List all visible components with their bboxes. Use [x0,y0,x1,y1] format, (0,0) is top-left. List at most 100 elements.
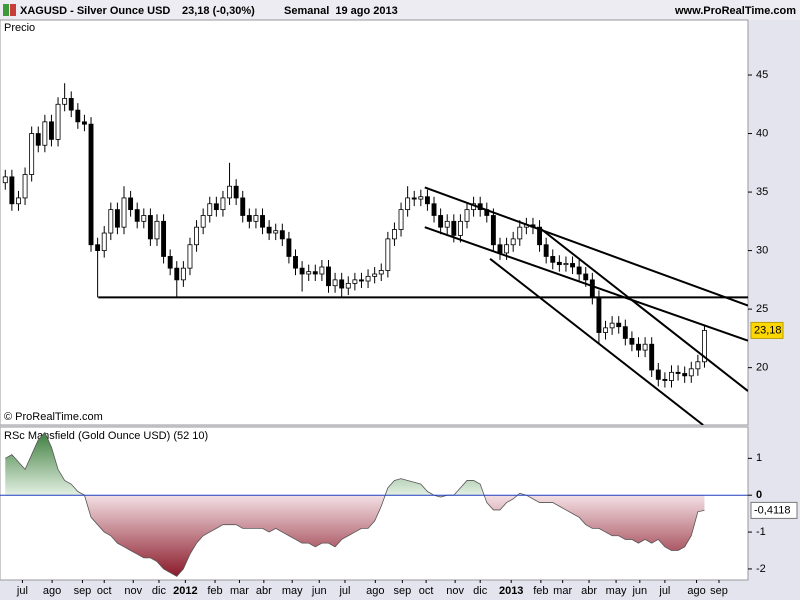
x-tick-label: nov [124,585,142,597]
candle-body [16,197,21,205]
x-tick-label: feb [533,585,548,597]
y-tick-label: 45 [756,69,768,81]
last-price: 23,18 [754,324,782,336]
candle-body [49,121,54,140]
candle-body [233,185,239,199]
candle-body [636,343,641,351]
candle-body [161,220,167,257]
trend-line [489,257,704,425]
candle-body [121,197,127,228]
candle-body [29,133,35,175]
candle-body [194,226,200,246]
copyright: © ProRealTime.com [4,411,103,423]
x-tick-label: may [282,585,303,597]
candle-body [345,282,351,289]
x-tick-label: abr [256,585,272,597]
candle-body [55,103,61,140]
x-tick-label: jul [338,585,350,597]
candle-body [326,266,331,287]
candle-body [583,273,589,281]
candle-body [438,215,444,228]
last-value: -0,4118 [754,504,791,516]
panel-title: RSc Mansfield (Gold Ounce USD) (52 10) [4,430,208,442]
candle-body [392,229,397,240]
candle-body [431,203,437,216]
candle-body [596,297,602,333]
candle-body [128,197,134,211]
candle-body [75,109,81,123]
candle-body [220,197,226,211]
area-negative [5,495,705,577]
candle-body [319,266,325,275]
candle-body [622,326,628,339]
candle-body [2,176,8,184]
quote: 23,18 (-0,30%) [182,5,255,17]
x-tick-label: sep [393,585,411,597]
candle-body [147,215,153,240]
y-tick-label: 25 [756,303,768,315]
candle-body [372,273,378,277]
candle-body [642,343,648,351]
candle-body [497,244,503,254]
x-tick-label: may [606,585,627,597]
candle-body [702,330,707,363]
candle-body [504,244,510,254]
candle-body [616,322,622,328]
candle-body [570,263,575,268]
candle-body [359,279,364,282]
x-tick-label: 2012 [173,585,197,597]
candle-body [227,185,232,199]
candle-body [180,267,186,281]
icon [10,4,16,16]
candle-body [213,203,219,211]
candle-body [108,209,114,234]
candle-body [286,238,292,257]
header-bar [0,0,800,20]
candle-body [411,197,417,200]
candle-body [81,121,87,125]
candle-body [101,232,107,251]
x-tick-label: jun [311,585,327,597]
candle-body [200,215,206,228]
y-tick-label: 30 [756,244,768,256]
candle-body [141,215,147,222]
candle-body [35,133,41,146]
candle-body [339,279,345,289]
trend-line [424,186,748,307]
y-tick-label: 35 [756,186,768,198]
indicator-line [5,431,705,577]
icon [3,4,9,16]
x-tick-label: oct [419,585,434,597]
last-value-box [750,501,798,519]
x-tick-label: abr [581,585,597,597]
x-tick-label: feb [207,585,222,597]
candle-body [352,279,358,284]
x-tick-label: jul [16,585,28,597]
x-tick-label: ago [366,585,384,597]
x-tick-label: sep [74,585,92,597]
trend-line [424,226,748,342]
candle-body [457,220,463,236]
candle-body [556,261,562,266]
candle-body [88,123,94,246]
candle-body [174,267,180,281]
candle-body [293,256,298,269]
candle-body [68,98,74,111]
period: Semanal 19 ago 2013 [284,5,398,17]
candle-body [543,244,549,257]
symbol: XAGUSD - Silver Ounce USD [20,5,170,17]
x-tick-label: nov [446,585,464,597]
candle-body [332,279,338,287]
candle-body [418,196,424,200]
candle-body [444,220,450,228]
y-tick-label: -2 [756,563,766,575]
candle-body [365,275,371,282]
last-price-box [750,321,784,339]
candle-body [682,373,688,377]
x-tick-label: sep [710,585,728,597]
candle-body [662,378,668,381]
y-tick-label: -1 [756,526,766,538]
x-tick-label: jun [631,585,647,597]
y-tick-label: 40 [756,127,768,139]
